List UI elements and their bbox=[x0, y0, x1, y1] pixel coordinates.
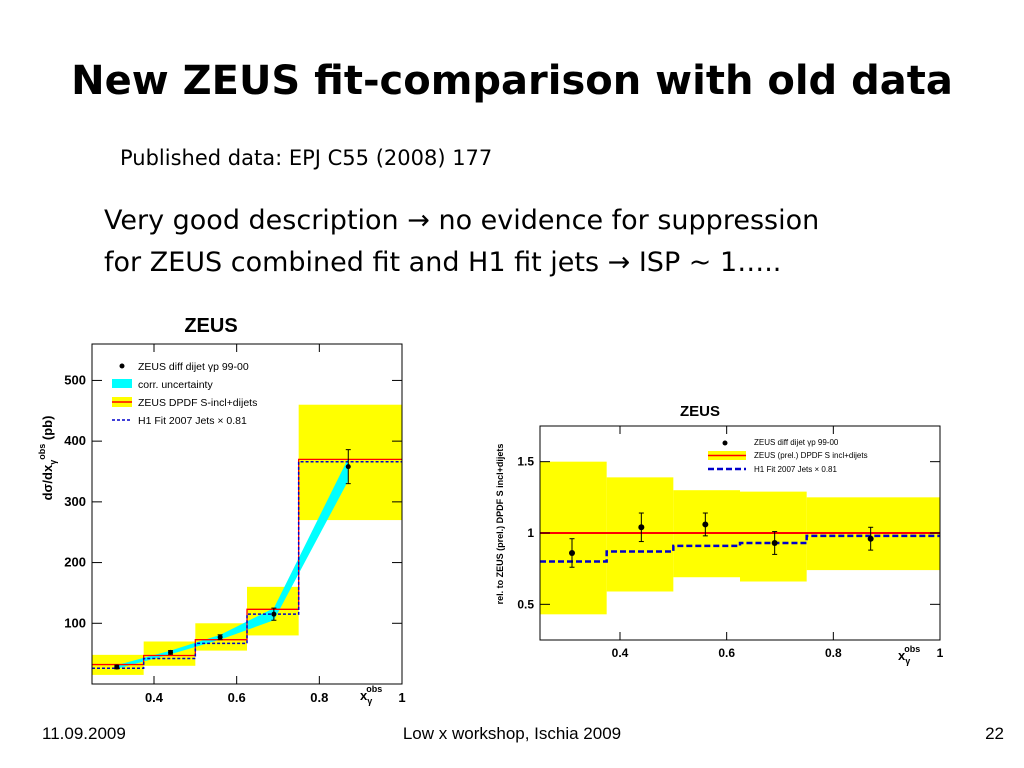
x-tick-label: 0.8 bbox=[825, 646, 842, 660]
y-tick-label: 400 bbox=[64, 433, 86, 448]
h1-fit-line bbox=[540, 534, 940, 563]
data-point bbox=[771, 539, 778, 546]
h1-fit-line bbox=[92, 461, 402, 669]
y-tick-label: 1.5 bbox=[517, 455, 534, 469]
x-tick-label: 0.6 bbox=[718, 646, 735, 660]
right-legend: ZEUS diff dijet γp 99-00 ZEUS (prel.) DP… bbox=[708, 438, 868, 474]
right-x-axis-label: xγobs bbox=[898, 644, 920, 666]
right-legend-h1: H1 Fit 2007 Jets × 0.81 bbox=[754, 465, 837, 474]
left-legend-h1: H1 Fit 2007 Jets × 0.81 bbox=[138, 415, 247, 427]
data-point bbox=[867, 535, 874, 542]
left-data-points bbox=[114, 449, 351, 670]
y-tick-label: 200 bbox=[64, 555, 86, 570]
data-point bbox=[569, 549, 575, 556]
uncertainty-band bbox=[740, 491, 807, 582]
y-tick-label: 1 bbox=[527, 526, 534, 540]
left-chart: ZEUS 0.4 0.6 0.8 1 100 200 300 400 500 ZEUS diff… bbox=[37, 315, 406, 706]
legend-cyan-swatch bbox=[112, 379, 132, 388]
right-chart: ZEUS 0.4 0.6 0.8 1 0.5 1 1.5 ZEUS diff dijet γ… bbox=[495, 403, 944, 666]
right-data-points bbox=[569, 512, 874, 568]
right-chart-title: ZEUS bbox=[680, 403, 720, 420]
data-point bbox=[271, 611, 277, 617]
x-tick-label: 0.4 bbox=[612, 646, 629, 660]
right-legend-data: ZEUS diff dijet γp 99-00 bbox=[754, 438, 839, 447]
left-corr-uncertainty bbox=[116, 458, 349, 669]
x-tick-label: 1 bbox=[937, 646, 944, 660]
footer-date: 11.09.2009 bbox=[42, 724, 126, 743]
right-axes: 0.4 0.6 0.8 1 0.5 1 1.5 bbox=[517, 426, 944, 660]
x-tick-label: 0.8 bbox=[310, 690, 328, 705]
left-x-axis-label: xγobs bbox=[360, 684, 382, 706]
data-point bbox=[702, 521, 709, 528]
slide-description: Very good description → no evidence for … bbox=[104, 200, 819, 284]
legend-data-marker bbox=[722, 440, 728, 446]
x-tick-label: 0.4 bbox=[145, 690, 164, 705]
left-y-axis-label: dσ/dxγobs (pb) bbox=[37, 416, 58, 501]
y-tick-label: 300 bbox=[64, 494, 86, 509]
data-point bbox=[168, 649, 174, 655]
slide-subtitle: Published data: EPJ C55 (2008) 177 bbox=[120, 146, 493, 170]
legend-data-marker bbox=[119, 363, 125, 369]
description-line-1: Very good description → no evidence for … bbox=[104, 205, 820, 236]
right-y-axis-label: rel. to ZEUS (prel.) DPDF S incl+dijets bbox=[495, 444, 505, 605]
corr-uncertainty-band bbox=[116, 458, 349, 669]
uncertainty-band bbox=[540, 461, 607, 615]
left-plot-frame bbox=[91, 343, 403, 685]
data-point bbox=[345, 464, 351, 470]
left-legend-zeus: ZEUS DPDF S-incl+dijets bbox=[138, 397, 257, 409]
left-legend-corr: corr. uncertainty bbox=[138, 379, 213, 391]
data-point bbox=[217, 634, 223, 640]
y-tick-label: 0.5 bbox=[517, 597, 534, 611]
left-chart-title: ZEUS bbox=[184, 315, 237, 337]
right-legend-zeus: ZEUS (prel.) DPDF S incl+dijets bbox=[754, 451, 868, 460]
data-point bbox=[638, 524, 645, 531]
description-line-2: for ZEUS combined fit and H1 fit jets → … bbox=[104, 247, 782, 278]
x-tick-label: 1 bbox=[398, 690, 405, 705]
left-axes: 0.4 0.6 0.8 1 100 200 300 400 500 bbox=[64, 344, 406, 705]
left-legend: ZEUS diff dijet γp 99-00 corr. uncertain… bbox=[112, 361, 257, 427]
y-tick-label: 500 bbox=[64, 372, 86, 387]
left-legend-data: ZEUS diff dijet γp 99-00 bbox=[138, 361, 249, 373]
footer-page-number: 22 bbox=[985, 724, 1004, 743]
footer-event: Low x workshop, Ischia 2009 bbox=[402, 724, 622, 743]
slide-title: New ZEUS fit-comparison with old data bbox=[71, 58, 953, 104]
y-tick-label: 100 bbox=[64, 615, 86, 630]
x-tick-label: 0.6 bbox=[228, 690, 246, 705]
right-fit-lines bbox=[540, 532, 940, 563]
right-uncertainty-bands bbox=[540, 461, 940, 615]
uncertainty-band bbox=[606, 477, 674, 592]
data-point bbox=[114, 664, 120, 670]
